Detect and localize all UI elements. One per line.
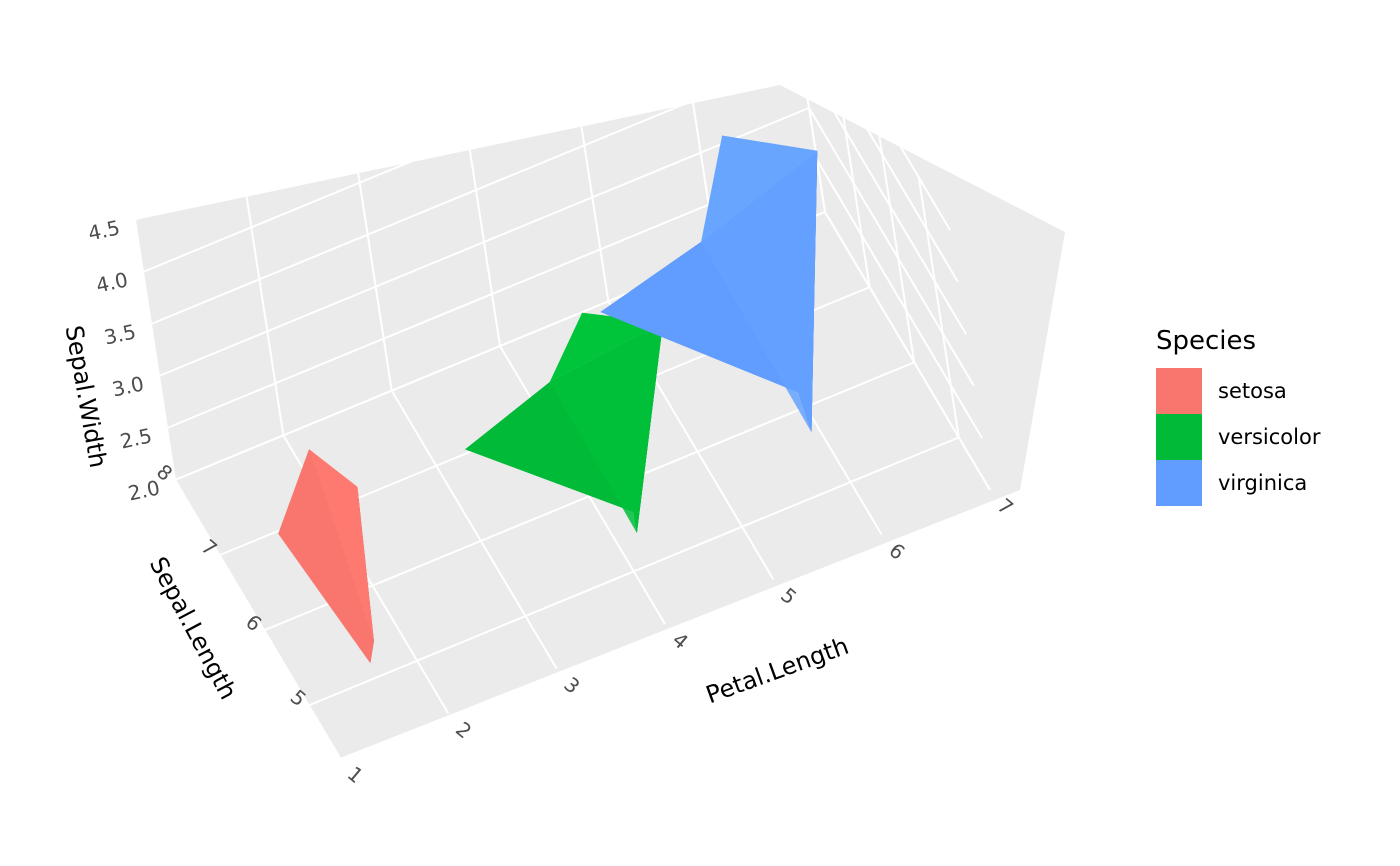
z-tick-label: 4.5 (86, 215, 122, 245)
backwall-gridline-x (350, 130, 393, 391)
backwall-gridline-x (134, 219, 176, 481)
x-tick-label: 4 (668, 627, 693, 654)
backwall-gridline-x (567, 41, 610, 302)
sidewall-gridline-z (808, 107, 975, 387)
legend-swatch-versicolor (1156, 414, 1202, 460)
versicolor-hull-back-face (549, 312, 663, 382)
backwall-gridline-z (150, 55, 802, 325)
sidewall-gridline-y (917, 177, 960, 438)
z-tick-label: 2.5 (118, 423, 154, 453)
virginica-hull-front-face (701, 150, 818, 433)
z-tick-label: 3.5 (102, 319, 138, 349)
floor-panel (175, 358, 1020, 758)
legend-title: Species (1156, 326, 1256, 356)
sidewall-gridline-z (792, 3, 959, 283)
floor-gridline-y (308, 436, 960, 707)
z-tick-label: 4.0 (94, 267, 130, 297)
legend-swatch-setosa (1156, 368, 1202, 414)
legend-label-virginica: virginica (1218, 471, 1307, 495)
legend-label-setosa: setosa (1218, 379, 1287, 403)
legend-label-versicolor: versicolor (1218, 425, 1321, 449)
backwall-gridline-x (242, 175, 285, 436)
x-tick-label: 2 (451, 717, 476, 744)
x-tick-label: 3 (559, 672, 584, 699)
setosa-hull-back-face (309, 449, 358, 487)
sidewall-gridline-z (824, 211, 991, 491)
sidewall-gridline-y (791, 0, 826, 213)
sidewall-gridline-y (873, 102, 916, 363)
legend: Species setosa versicolor virginica (1156, 326, 1321, 506)
floor-gridline-x (390, 390, 558, 670)
backwall-gridline-z (158, 107, 810, 377)
z-tick-label: 3.0 (110, 371, 146, 401)
side-wall-panel (780, 85, 1065, 490)
virginica-hull-back-face (701, 135, 818, 242)
versicolor-hull-front-face (549, 322, 663, 533)
sidewall-gridline-z (812, 0, 951, 231)
backwall-gridline-x (459, 85, 501, 347)
z-tick-label: 2.0 (126, 475, 162, 505)
y-axis-title: Sepal.Length (144, 552, 242, 704)
x-axis-title: Petal.Length (702, 632, 852, 709)
legend-swatch-virginica (1156, 460, 1202, 506)
backwall-gridline-z (142, 3, 794, 273)
z-axis-title: Sepal.Width (60, 323, 113, 470)
x-tick-label: 6 (884, 538, 909, 565)
x-tick-label: 5 (776, 583, 801, 610)
species-hulls (278, 135, 818, 664)
sidewall-gridline-y (828, 26, 871, 288)
sidewall-gridline-z (800, 55, 967, 335)
floor-gridline-x (174, 479, 341, 759)
backwall-gridline-z (134, 0, 672, 221)
setosa-hull-front-face (309, 449, 374, 642)
x-tick-label: 1 (343, 761, 368, 788)
sidewall-gridline-z (816, 159, 983, 439)
